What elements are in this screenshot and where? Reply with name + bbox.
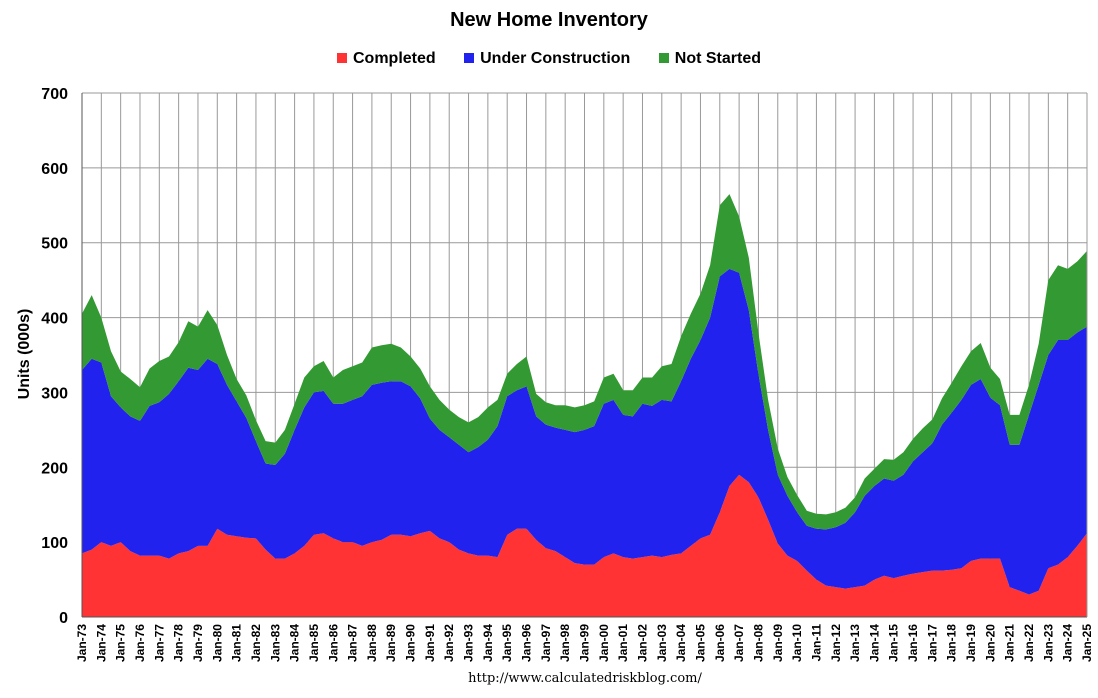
x-tick-label: Jan-93 [462, 624, 476, 662]
x-tick-label: Jan-84 [288, 624, 302, 662]
y-tick-label: 300 [41, 385, 68, 402]
x-tick-label: Jan-78 [172, 624, 186, 662]
legend-item-completed: Completed [336, 50, 436, 68]
legend-label-under-construction: Under Construction [480, 50, 631, 67]
y-tick-label: 200 [41, 460, 68, 477]
x-tick-label: Jan-05 [693, 624, 707, 662]
x-tick-label: Jan-22 [1022, 624, 1036, 662]
x-tick-label: Jan-06 [713, 624, 727, 662]
x-tick-label: Jan-07 [732, 624, 746, 662]
x-tick-label: Jan-03 [655, 624, 669, 662]
x-tick-label: Jan-20 [983, 624, 997, 662]
x-tick-label: Jan-77 [152, 624, 166, 662]
x-tick-label: Jan-83 [268, 624, 282, 662]
x-tick-label: Jan-80 [210, 624, 224, 662]
x-tick-label: Jan-82 [249, 624, 263, 662]
area-layer [82, 194, 1087, 617]
axis-layer [81, 93, 1088, 618]
x-tick-label: Jan-19 [964, 624, 978, 662]
x-tick-label: Jan-15 [887, 624, 901, 662]
x-tick-label: Jan-23 [1041, 624, 1055, 662]
legend-item-not-started: Not Started [658, 50, 762, 68]
x-tick-label: Jan-79 [191, 624, 205, 662]
x-tick-label: Jan-98 [558, 624, 572, 662]
x-tick-label: Jan-09 [771, 624, 785, 662]
x-tick-label: Jan-08 [751, 624, 765, 662]
y-tick-label: 600 [41, 161, 68, 178]
area-under-construction [82, 268, 1087, 595]
legend-swatch-completed [336, 53, 347, 63]
x-tick-label: Jan-21 [1003, 624, 1017, 662]
legend-label-not-started: Not Started [674, 50, 762, 67]
x-tick-label: Jan-81 [230, 624, 244, 662]
x-tick-label: Jan-13 [848, 624, 862, 662]
x-tick-label: Jan-88 [365, 624, 379, 662]
y-tick-label: 700 [41, 86, 68, 103]
area-completed [82, 474, 1087, 617]
x-tick-label: Jan-04 [674, 624, 688, 662]
legend: Completed Under Construction Not Started [0, 50, 1098, 68]
x-tick-label: Jan-16 [906, 624, 920, 662]
x-tick-label: Jan-17 [925, 624, 939, 662]
y-tick-label: 0 [59, 610, 68, 627]
legend-swatch-not-started [658, 53, 669, 63]
x-tick-label: Jan-85 [307, 624, 321, 662]
x-tick-label: Jan-24 [1061, 624, 1075, 662]
legend-swatch-under-construction [464, 53, 475, 63]
x-tick-label: Jan-91 [423, 624, 437, 662]
x-tick-label: Jan-18 [945, 624, 959, 662]
x-tick-label: Jan-74 [94, 624, 108, 662]
x-tick-labels: Jan-73 Jan-74 Jan-75 Jan-76 Jan-77 Jan-78 Jan-… [75, 624, 1094, 662]
chart-title: New Home Inventory [450, 9, 648, 31]
x-tick-label: Jan-10 [790, 624, 804, 662]
x-tick-label: Jan-25 [1080, 624, 1094, 662]
y-tick-labels: 0 100 200 300 400 500 600 700 [41, 86, 68, 627]
source-url: http://www.calculatedriskblog.com/ [468, 671, 702, 686]
x-tick-label: Jan-02 [635, 624, 649, 662]
y-tick-label: 500 [41, 236, 68, 253]
x-tick-label: Jan-97 [539, 624, 553, 662]
x-tick-label: Jan-76 [133, 624, 147, 662]
y-tick-label: 100 [41, 535, 68, 552]
x-tick-label: Jan-14 [867, 624, 881, 662]
x-tick-label: Jan-95 [500, 624, 514, 662]
x-tick-label: Jan-86 [326, 624, 340, 662]
x-tick-label: Jan-00 [597, 624, 611, 662]
x-tick-label: Jan-99 [578, 624, 592, 662]
x-tick-label: Jan-92 [442, 624, 456, 662]
x-tick-label: Jan-12 [829, 624, 843, 662]
y-tick-label: 400 [41, 311, 68, 328]
legend-label-completed: Completed [352, 50, 436, 67]
x-tick-label: Jan-73 [75, 624, 89, 662]
x-tick-label: Jan-11 [809, 624, 823, 662]
x-tick-label: Jan-89 [384, 624, 398, 662]
x-tick-label: Jan-90 [404, 624, 418, 662]
x-tick-label: Jan-01 [616, 624, 630, 662]
x-tick-label: Jan-75 [114, 624, 128, 662]
x-tick-label: Jan-94 [481, 624, 495, 662]
legend-item-under-construction: Under Construction [464, 50, 630, 68]
x-tick-label: Jan-96 [520, 624, 534, 662]
x-tick-label: Jan-87 [346, 624, 360, 662]
